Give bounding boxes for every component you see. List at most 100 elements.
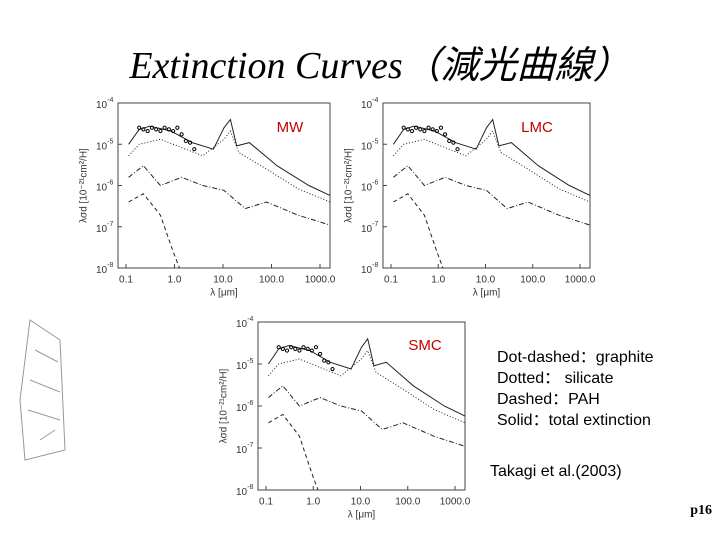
y-tick-label: 10-8 (236, 484, 253, 498)
observation-dot (330, 366, 335, 372)
curve-line (267, 337, 466, 417)
y-tick-label: 10-5 (236, 358, 253, 372)
x-tick-label: 10.0 (351, 497, 371, 508)
panel-label: MW (277, 119, 304, 136)
y-tick-label: 10-7 (361, 221, 378, 235)
tick-exponent: -5 (107, 138, 113, 145)
tick-exponent: -6 (372, 179, 378, 186)
y-tick-label: 10-5 (361, 138, 378, 152)
tick-exponent: -8 (107, 262, 113, 269)
y-tick-label: 10-4 (236, 316, 253, 330)
observation-dot (434, 128, 439, 134)
y-tick-label: 10-8 (96, 262, 113, 276)
observation-dot (322, 358, 327, 363)
y-tick-label: 10-4 (96, 97, 113, 111)
x-tick-label: 1000.0 (565, 275, 596, 286)
tick-base: 10 (96, 141, 108, 152)
x-tick-label: 1.0 (168, 275, 182, 286)
curve-line (268, 385, 466, 447)
sketch-decoration (19, 319, 66, 461)
curve-line (128, 165, 331, 226)
tick-base: 10 (96, 223, 108, 234)
y-tick-label: 10-4 (361, 97, 378, 111)
curve-line (268, 349, 466, 424)
observation-dot (430, 127, 435, 132)
curve-line (392, 118, 591, 196)
observation-dot (179, 132, 184, 137)
y-tick-label: 10-6 (96, 179, 113, 193)
x-tick-label: 1.0 (306, 497, 320, 508)
x-tick-label: 100.0 (395, 497, 420, 508)
observation-dot (305, 346, 310, 351)
observation-dot (145, 128, 150, 134)
y-tick-label: 10-6 (361, 179, 378, 193)
tick-exponent: -8 (372, 262, 378, 269)
x-tick-label: 10.0 (213, 275, 233, 286)
tick-base: 10 (361, 100, 373, 111)
curve-line (393, 193, 444, 269)
x-tick-label: 100.0 (259, 275, 284, 286)
observation-dot (183, 138, 188, 144)
x-tick-label: 0.1 (119, 275, 133, 286)
x-tick-label: 10.0 (476, 275, 496, 286)
y-tick-label: 10-7 (236, 442, 253, 456)
observation-dot (171, 128, 176, 134)
observation-dot (451, 140, 456, 145)
observation-dot (438, 125, 444, 130)
observation-dot (280, 346, 285, 351)
tick-base: 10 (236, 445, 248, 456)
observation-dot (447, 138, 452, 144)
tick-exponent: -5 (247, 358, 253, 365)
curve-line (128, 118, 331, 196)
observation-dot (137, 125, 142, 130)
observation-dot (276, 345, 281, 350)
observation-dot (455, 147, 460, 152)
observation-dot (418, 127, 423, 132)
observation-dot (426, 125, 431, 130)
tick-exponent: -7 (247, 442, 253, 449)
tick-base: 10 (236, 403, 248, 414)
y-tick-label: 10-5 (96, 138, 113, 152)
observation-dot (162, 125, 167, 130)
x-axis-label: λ [μm] (210, 288, 238, 299)
x-tick-label: 1000.0 (440, 497, 471, 508)
tick-base: 10 (236, 487, 248, 498)
observation-dot (192, 147, 197, 152)
tick-exponent: -6 (107, 179, 113, 186)
x-tick-label: 1.0 (431, 275, 445, 286)
tick-exponent: -4 (372, 97, 378, 104)
tick-exponent: -7 (107, 221, 113, 228)
y-tick-label: 10-7 (96, 221, 113, 235)
tick-base: 10 (361, 141, 373, 152)
x-tick-label: 1000.0 (305, 275, 336, 286)
curve-line (128, 130, 331, 203)
observation-dot (284, 348, 290, 353)
plot-panel: 10-410-510-610-710-80.1 1.0 10.0 100.0 1000.… (79, 97, 336, 299)
observation-dot (318, 351, 323, 357)
tick-base: 10 (96, 265, 108, 276)
curve-line (393, 165, 591, 226)
curve-line (393, 130, 591, 203)
observation-dot (414, 125, 419, 130)
observation-dot (187, 140, 193, 145)
legend-line: Dot-dashed：graphite (497, 349, 654, 366)
slide-title: Extinction Curves（減光曲線） (128, 45, 630, 87)
y-tick-label: 10-8 (361, 262, 378, 276)
tick-base: 10 (236, 361, 248, 372)
tick-base: 10 (361, 182, 373, 193)
tick-exponent: -6 (247, 400, 253, 407)
observation-dot (326, 360, 331, 365)
tick-exponent: -7 (372, 221, 378, 228)
tick-exponent: -8 (247, 484, 253, 491)
observation-dot (175, 125, 180, 130)
panel-label: SMC (408, 337, 442, 354)
tick-base: 10 (96, 100, 108, 111)
tick-base: 10 (236, 319, 248, 330)
observation-dot (297, 348, 302, 353)
curve-line (268, 413, 319, 491)
observation-dot (422, 128, 427, 134)
x-tick-label: 0.1 (259, 497, 273, 508)
y-axis-label: λσd [10⁻²¹cm²/H] (219, 368, 230, 443)
plot-panel: 10-410-510-610-710-80.1 1.0 10.0 100.0 1000.… (344, 97, 596, 299)
